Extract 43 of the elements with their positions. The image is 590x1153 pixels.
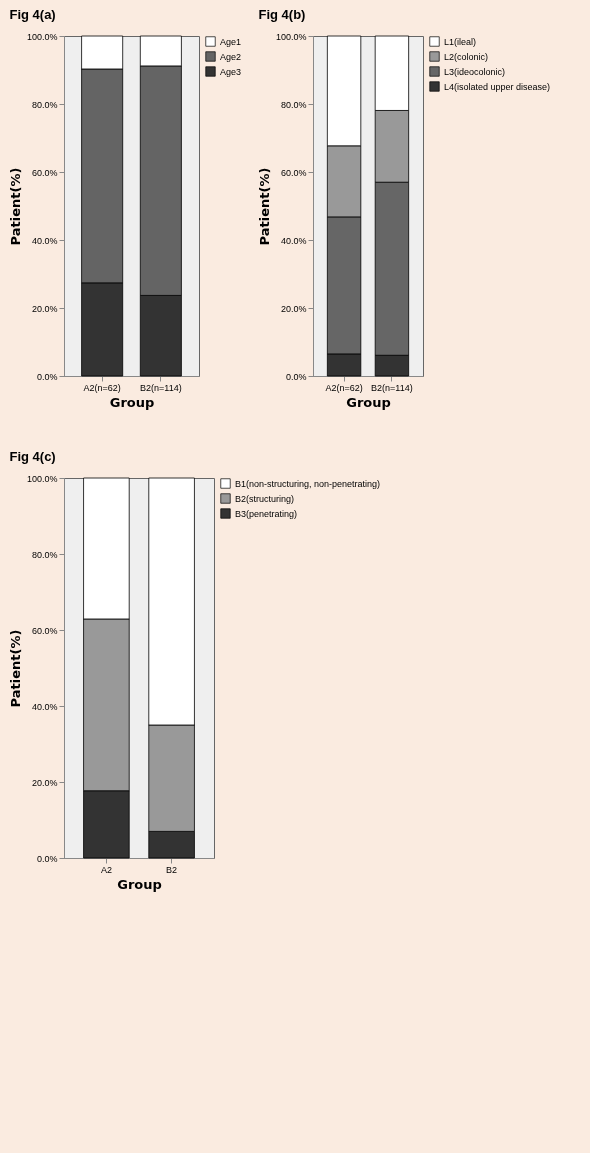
y-axis-title: Patient(%) bbox=[7, 167, 23, 246]
x-tick-label: A2 bbox=[100, 864, 112, 875]
x-tick-label: A2(n=62) bbox=[325, 382, 363, 393]
y-tick-label: 0.0% bbox=[285, 371, 307, 382]
legend-label: B2(structuring) bbox=[235, 493, 295, 504]
y-axis-title: Patient(%) bbox=[256, 167, 272, 246]
y-tick-label: 80.0% bbox=[280, 99, 307, 110]
legend-label: B1(non-structuring, non-penetrating) bbox=[235, 478, 381, 489]
y-tick-label: 20.0% bbox=[31, 777, 58, 788]
x-tick-label: B2 bbox=[166, 864, 178, 875]
y-tick-label: 60.0% bbox=[31, 625, 58, 636]
y-tick-label: 100.0% bbox=[275, 31, 307, 42]
legend-label: B3(penetrating) bbox=[235, 508, 298, 519]
x-tick-label: A2(n=62) bbox=[83, 382, 121, 393]
y-tick-label: 40.0% bbox=[31, 701, 58, 712]
y-tick-label: 100.0% bbox=[26, 31, 58, 42]
y-tick-label: 100.0% bbox=[26, 473, 58, 484]
chart-title: Fig 4(a) bbox=[9, 7, 56, 22]
y-tick-label: 0.0% bbox=[36, 371, 58, 382]
y-tick-label: 40.0% bbox=[280, 235, 307, 246]
y-tick-label: 20.0% bbox=[280, 303, 307, 314]
x-axis-title: Group bbox=[109, 394, 155, 410]
legend-label: L1(ileal) bbox=[444, 36, 477, 47]
x-axis-title: Group bbox=[117, 876, 162, 892]
y-tick-label: 60.0% bbox=[31, 167, 58, 178]
chart-title: Fig 4(c) bbox=[9, 449, 56, 464]
legend-label: Age2 bbox=[220, 51, 242, 62]
legend-label: L4(isolated upper disease) bbox=[444, 81, 551, 92]
chart-title: Fig 4(b) bbox=[258, 7, 306, 22]
legend-label: L3(ideocolonic) bbox=[444, 66, 506, 77]
x-axis-title: Group bbox=[346, 394, 391, 410]
legend-label: L2(colonic) bbox=[444, 51, 489, 62]
y-tick-label: 0.0% bbox=[36, 853, 58, 864]
y-tick-label: 40.0% bbox=[31, 235, 58, 246]
x-tick-label: B2(n=114) bbox=[140, 382, 182, 393]
y-tick-label: 80.0% bbox=[31, 549, 58, 560]
y-tick-label: 60.0% bbox=[280, 167, 307, 178]
legend-label: Age1 bbox=[220, 36, 242, 47]
x-tick-label: B2(n=114) bbox=[371, 382, 413, 393]
y-axis-title: Patient(%) bbox=[7, 629, 23, 708]
y-tick-label: 20.0% bbox=[31, 303, 58, 314]
y-tick-label: 80.0% bbox=[31, 99, 58, 110]
legend-label: Age3 bbox=[220, 66, 242, 77]
